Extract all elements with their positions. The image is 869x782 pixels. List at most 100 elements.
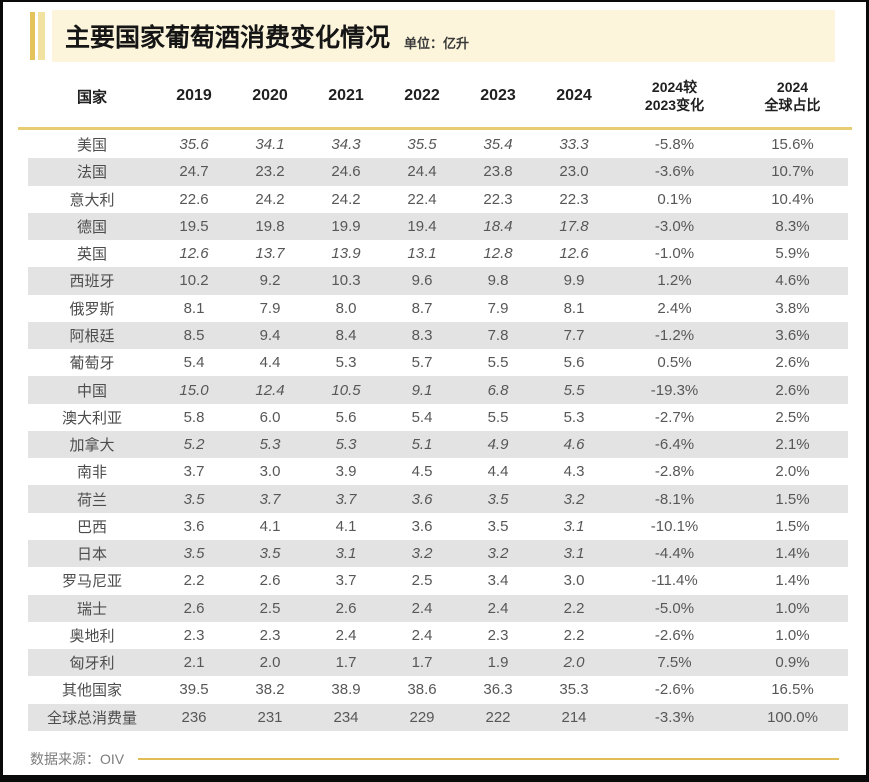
- share-cell: 10.4%: [771, 190, 814, 208]
- share-cell: 2.0%: [775, 463, 810, 481]
- change-cell: 7.5%: [657, 654, 692, 672]
- year-value-cell: 3.7: [335, 572, 357, 590]
- year-value-cell: 231: [257, 708, 283, 726]
- year-value-cell: 3.6: [411, 517, 433, 535]
- year-value-cell: 19.8: [255, 217, 285, 235]
- year-value-cell: 5.3: [335, 436, 357, 454]
- table-row: 澳大利亚 5.8 6.0 5.6 5.4 5.5 5.3 -2.7% 2.5%: [28, 404, 848, 431]
- year-value-cell: 9.4: [259, 326, 281, 344]
- year-value-cell: 2.5: [411, 572, 433, 590]
- year-value-cell: 7.9: [487, 299, 509, 317]
- share-cell: 3.6%: [775, 326, 810, 344]
- col-header-2024: 2024: [556, 87, 592, 104]
- year-value-cell: 3.2: [563, 490, 585, 508]
- table-row: 德国 19.5 19.8 19.9 19.4 18.4 17.8 -3.0% 8.3%: [28, 212, 848, 241]
- share-cell: 1.4%: [775, 545, 810, 563]
- country-cell: 葡萄牙: [69, 355, 115, 373]
- year-value-cell: 5.7: [411, 354, 433, 372]
- table-row: 葡萄牙 5.4 4.4 5.3 5.7 5.5 5.6 0.5% 2.6%: [28, 349, 848, 376]
- year-value-cell: 1.9: [487, 654, 509, 672]
- year-value-cell: 3.6: [183, 517, 205, 535]
- table-row: 加拿大 5.2 5.3 5.3 5.1 4.9 4.6 -6.4% 2.1%: [28, 430, 848, 459]
- data-source-label: 数据来源：OIV: [30, 750, 125, 767]
- year-value-cell: 8.4: [335, 326, 357, 344]
- country-cell: 巴西: [76, 518, 107, 536]
- year-value-cell: 22.3: [559, 190, 589, 208]
- table-row: 阿根廷 8.5 9.4 8.4 8.3 7.8 7.7 -1.2% 3.6%: [28, 321, 848, 350]
- change-cell: 0.5%: [657, 354, 692, 372]
- country-cell: 瑞士: [76, 600, 107, 618]
- year-value-cell: 8.7: [411, 299, 433, 317]
- year-value-cell: 2.2: [563, 599, 585, 617]
- change-cell: -2.6%: [654, 681, 695, 699]
- table-row: 西班牙 10.2 9.2 10.3 9.6 9.8 9.9 1.2% 4.6%: [28, 267, 848, 295]
- year-value-cell: 24.7: [179, 163, 209, 181]
- year-value-cell: 39.5: [179, 681, 209, 699]
- year-value-cell: 36.3: [483, 681, 513, 699]
- country-cell: 德国: [76, 218, 107, 236]
- share-cell: 0.9%: [775, 654, 810, 672]
- change-cell: -10.1%: [650, 517, 699, 535]
- footer: 数据来源：OIV: [30, 749, 839, 769]
- country-cell: 其他国家: [61, 682, 122, 700]
- year-value-cell: 10.2: [179, 272, 209, 290]
- year-value-cell: 35.5: [407, 136, 437, 154]
- col-header-2023: 2023: [480, 87, 516, 104]
- change-cell: -19.3%: [650, 381, 699, 399]
- header-divider: [18, 127, 852, 130]
- year-value-cell: 6.0: [259, 408, 281, 426]
- change-cell: -4.4%: [654, 545, 695, 563]
- share-cell: 10.7%: [771, 163, 814, 181]
- change-cell: 2.4%: [657, 299, 692, 317]
- table-row: 南非 3.7 3.0 3.9 4.5 4.4 4.3 -2.8% 2.0%: [28, 458, 848, 485]
- year-value-cell: 4.4: [487, 463, 509, 481]
- country-cell: 日本: [76, 546, 107, 564]
- year-value-cell: 3.5: [259, 545, 281, 563]
- year-value-cell: 10.5: [331, 381, 361, 399]
- year-value-cell: 3.5: [487, 490, 509, 508]
- col-header-2019: 2019: [176, 87, 212, 104]
- year-value-cell: 1.7: [335, 654, 357, 672]
- year-value-cell: 5.3: [563, 408, 585, 426]
- year-value-cell: 2.6: [335, 599, 357, 617]
- table-row: 巴西 3.6 4.1 4.1 3.6 3.5 3.1 -10.1% 1.5%: [28, 513, 848, 540]
- year-value-cell: 33.3: [559, 136, 589, 154]
- change-cell: 1.2%: [657, 272, 692, 290]
- year-value-cell: 2.4: [411, 626, 433, 644]
- year-value-cell: 24.6: [331, 163, 361, 181]
- year-value-cell: 24.4: [407, 163, 437, 181]
- year-value-cell: 234: [333, 708, 359, 726]
- year-value-cell: 2.2: [563, 626, 585, 644]
- year-value-cell: 5.4: [183, 354, 205, 372]
- table-row: 英国 12.6 13.7 13.9 13.1 12.8 12.6 -1.0% 5.9%: [28, 240, 848, 267]
- share-cell: 1.5%: [775, 490, 810, 508]
- year-value-cell: 9.6: [411, 272, 433, 290]
- table-row: 美国 35.6 34.1 34.3 35.5 35.4 33.3 -5.8% 15.6%: [28, 131, 848, 158]
- country-cell: 奥地利: [69, 627, 115, 645]
- year-value-cell: 35.6: [179, 136, 209, 154]
- year-value-cell: 1.7: [411, 654, 433, 672]
- year-value-cell: 8.3: [411, 326, 433, 344]
- year-value-cell: 19.9: [331, 217, 361, 235]
- year-value-cell: 5.5: [487, 408, 509, 426]
- year-value-cell: 3.7: [335, 490, 357, 508]
- table-row: 俄罗斯 8.1 7.9 8.0 8.7 7.9 8.1 2.4% 3.8%: [28, 295, 848, 322]
- share-cell: 5.9%: [775, 245, 810, 263]
- change-cell: -6.4%: [654, 436, 695, 454]
- year-value-cell: 214: [561, 708, 587, 726]
- year-value-cell: 19.5: [179, 217, 209, 235]
- change-cell: -3.3%: [654, 708, 695, 726]
- year-value-cell: 3.9: [335, 463, 357, 481]
- share-cell: 1.0%: [775, 626, 810, 644]
- year-value-cell: 12.6: [179, 245, 209, 263]
- year-value-cell: 12.8: [483, 245, 513, 263]
- share-cell: 2.5%: [775, 408, 810, 426]
- country-cell: 加拿大: [69, 437, 115, 455]
- table-body: 美国 35.6 34.1 34.3 35.5 35.4 33.3 -5.8% 15.6% 法国 24…: [28, 131, 848, 731]
- year-value-cell: 18.4: [483, 217, 513, 235]
- year-value-cell: 17.8: [559, 217, 589, 235]
- country-cell: 南非: [76, 464, 107, 482]
- table-row: 中国 15.0 12.4 10.5 9.1 6.8 5.5 -19.3% 2.6%: [28, 376, 848, 404]
- footer-divider-line: [138, 757, 839, 760]
